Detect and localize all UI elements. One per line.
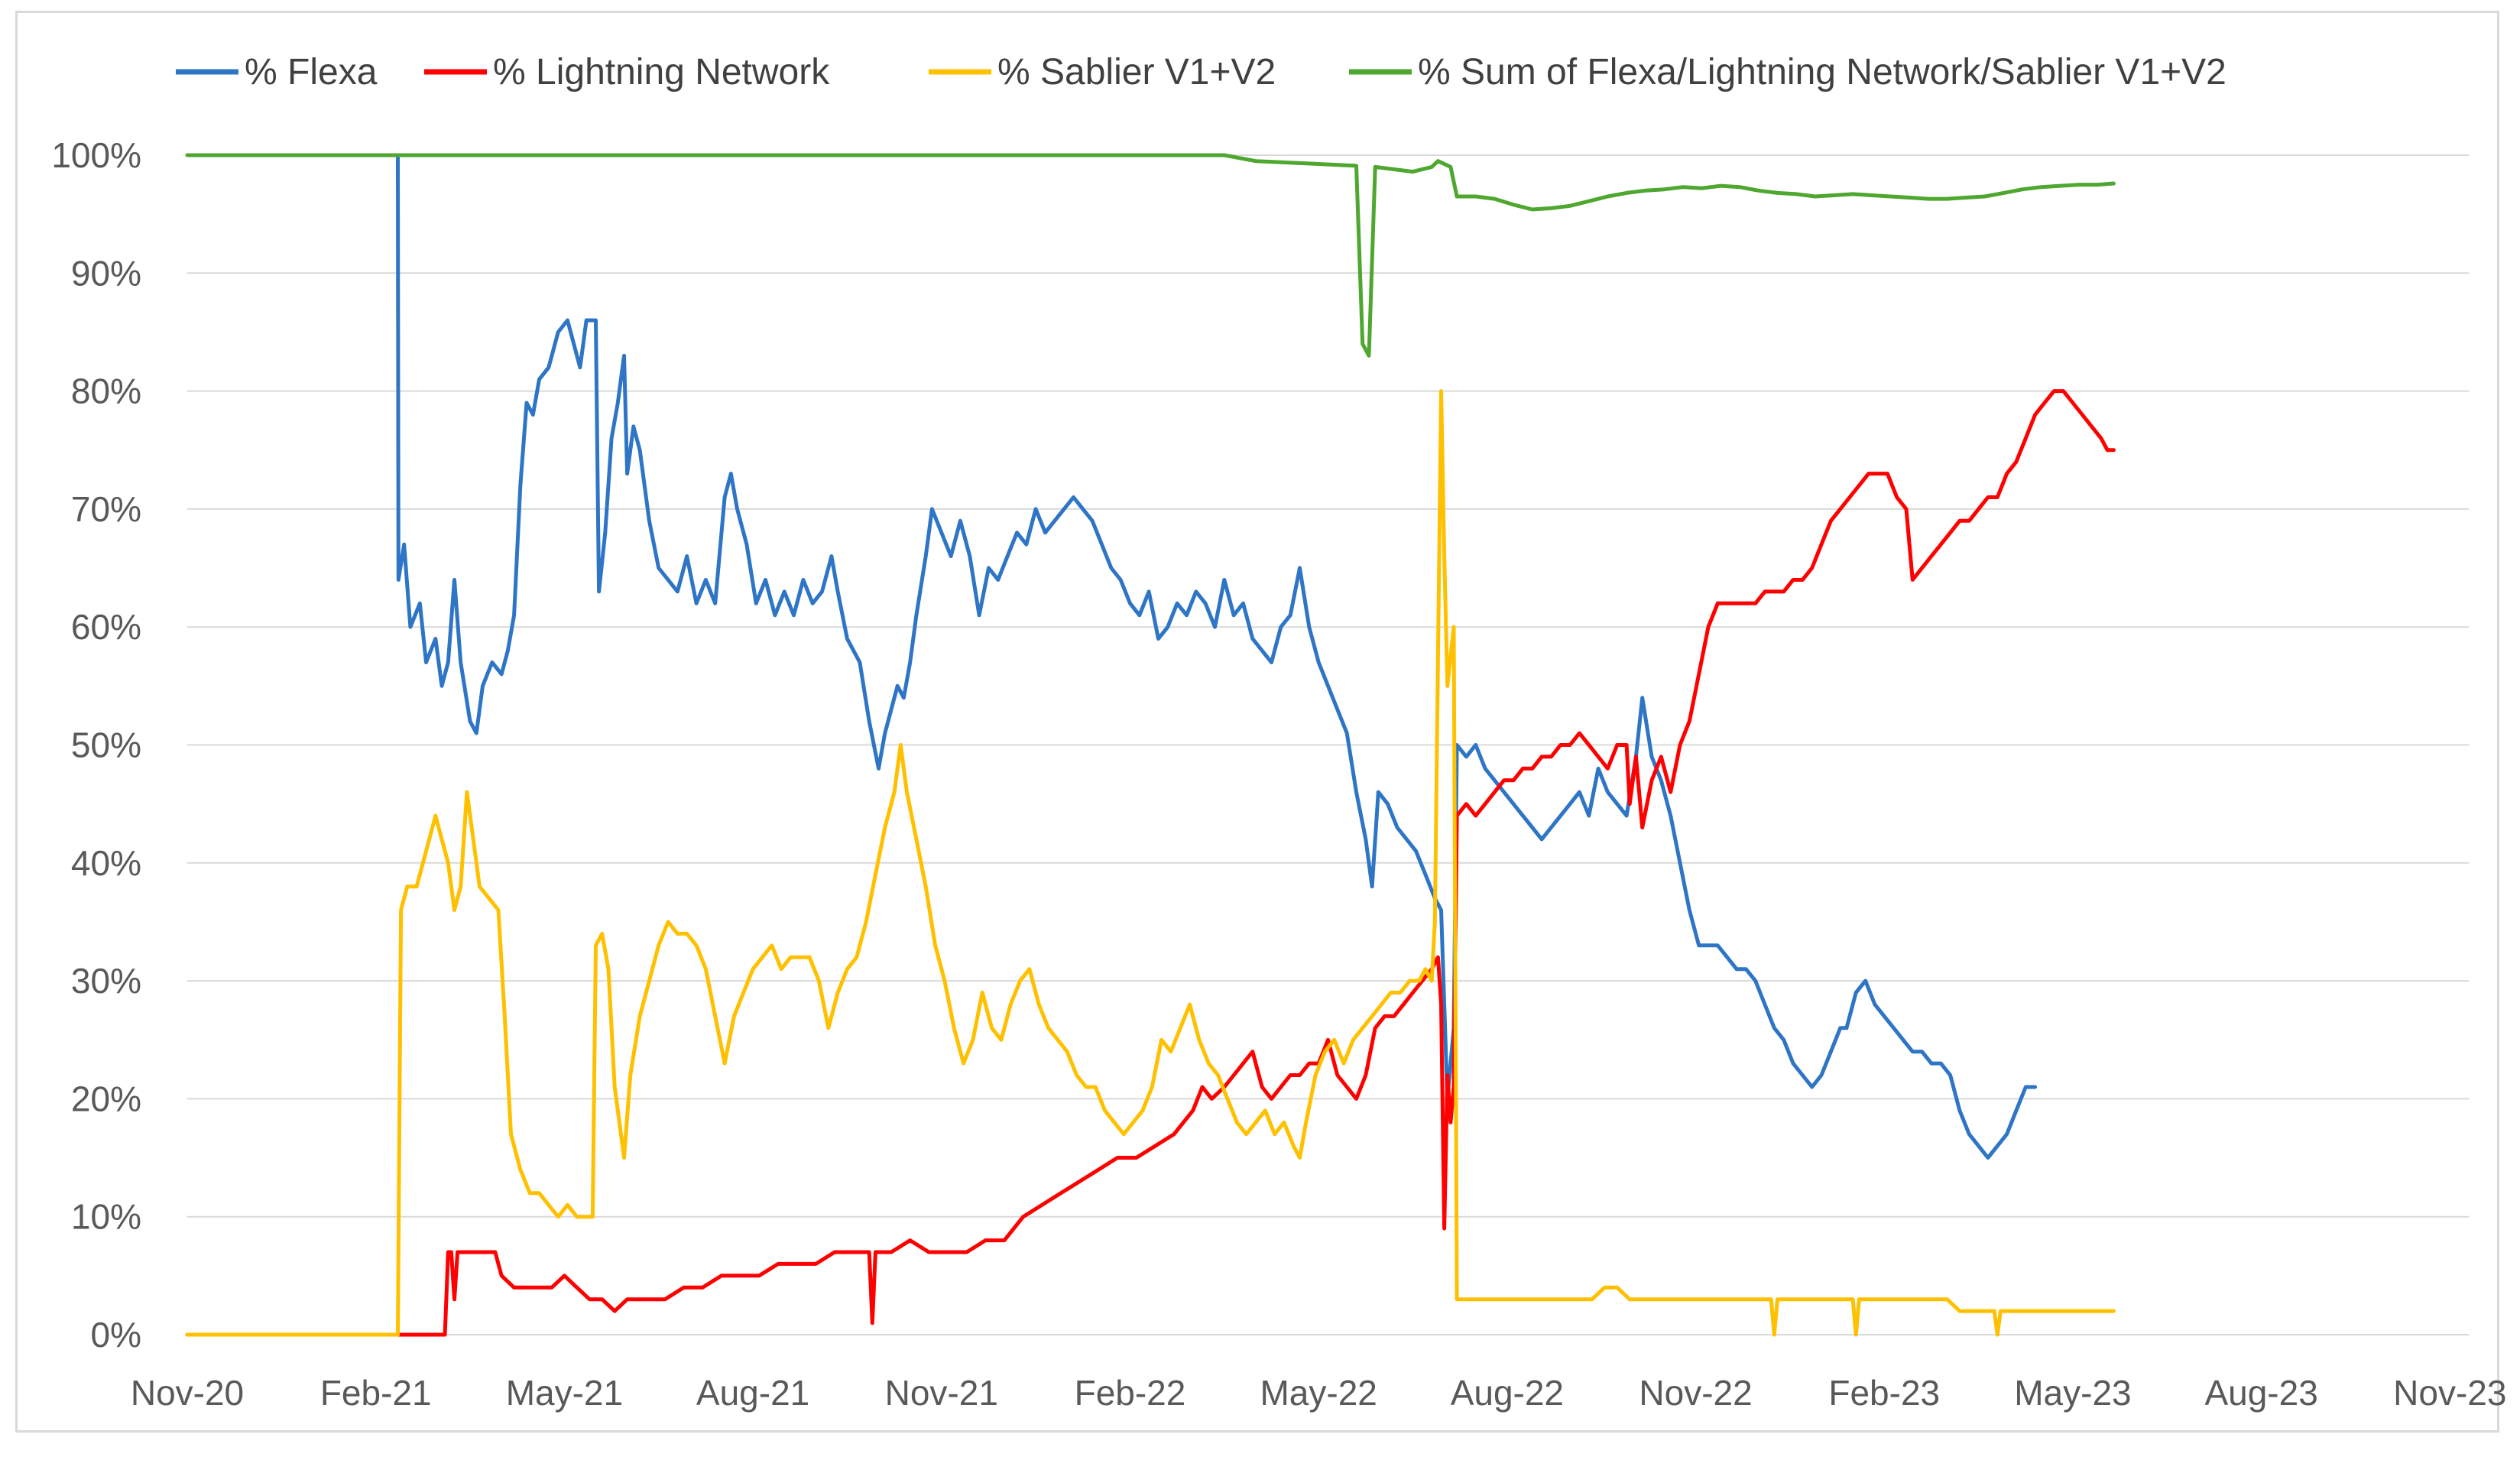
y-tick-label: 60% — [71, 607, 141, 647]
x-tick-label: Nov-21 — [885, 1373, 998, 1413]
legend-label: % Sablier V1+V2 — [997, 52, 1276, 92]
series-line-4 — [185, 153, 2116, 358]
x-tick-label: Feb-23 — [1828, 1373, 1940, 1413]
x-tick-label: May-23 — [2014, 1373, 2131, 1413]
legend-label: % Flexa — [245, 52, 378, 92]
legend-label: % Lightning Network — [493, 52, 830, 92]
y-tick-label: 90% — [71, 253, 141, 293]
x-tick-label: Nov-20 — [131, 1373, 244, 1413]
x-tick-label: Feb-22 — [1075, 1373, 1186, 1413]
y-tick-label: 50% — [71, 725, 141, 765]
series-lines — [185, 153, 2116, 1337]
y-tick-label: 10% — [71, 1197, 141, 1237]
x-tick-label: Nov-22 — [1639, 1373, 1752, 1413]
gridlines — [187, 154, 2469, 1335]
x-tick-label: May-21 — [506, 1373, 623, 1413]
y-axis-tick-labels: 0% 10% 20% 30% 40% 50% 60% 70% 80% 90% 100% — [51, 135, 141, 1355]
y-tick-label: 100% — [51, 135, 141, 175]
legend-label: % Sum of Flexa/Lightning Network/Sablier… — [1418, 52, 2226, 92]
x-tick-label: Nov-23 — [2393, 1373, 2506, 1413]
y-tick-label: 0% — [91, 1315, 141, 1355]
series-line-2 — [185, 389, 2116, 1337]
x-axis-tick-labels: Nov-20 Feb-21 May-21 Aug-21 Nov-21 Feb-22 May-… — [131, 1373, 2507, 1413]
x-tick-label: May-22 — [1260, 1373, 1377, 1413]
legend: % Flexa % Lightning Network % Sablier V1+V… — [176, 52, 2226, 92]
y-tick-label: 20% — [71, 1079, 141, 1118]
x-tick-label: Aug-23 — [2204, 1373, 2317, 1413]
y-tick-label: 70% — [71, 489, 141, 529]
y-tick-label: 40% — [71, 843, 141, 883]
series-line-3 — [185, 389, 2116, 1337]
x-tick-label: Feb-21 — [320, 1373, 432, 1413]
y-tick-label: 80% — [71, 372, 141, 411]
series-line-1 — [396, 153, 2038, 1160]
x-tick-label: Aug-22 — [1451, 1373, 1564, 1413]
x-tick-label: Aug-21 — [696, 1373, 809, 1413]
y-tick-label: 30% — [71, 961, 141, 1001]
chart-frame — [15, 11, 2499, 1433]
